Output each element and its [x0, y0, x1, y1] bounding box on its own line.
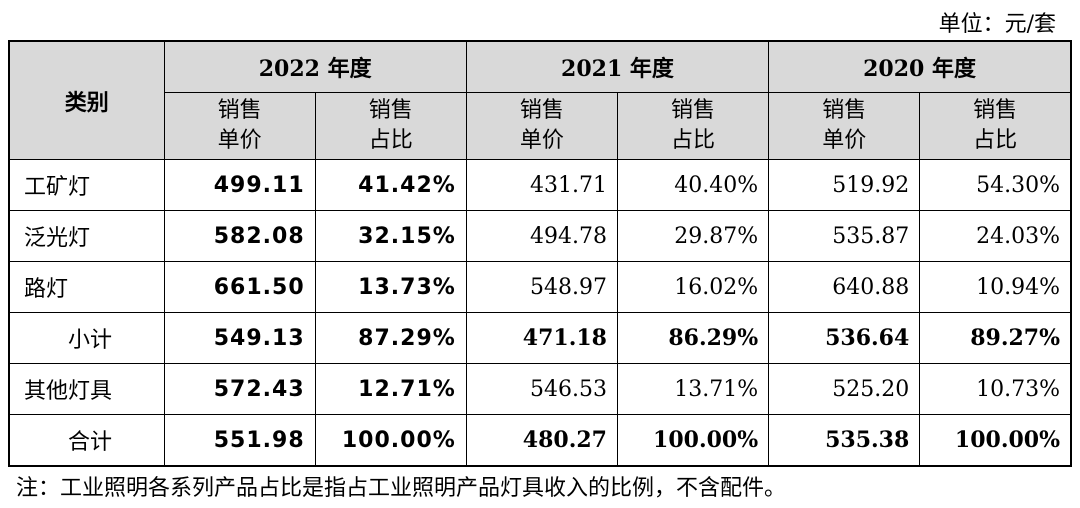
cell: 10.73%	[919, 363, 1072, 415]
cell: 535.38	[768, 414, 921, 467]
subheader: 销售 单价	[768, 92, 921, 160]
cell: 535.87	[768, 210, 921, 262]
cell: 87.29%	[314, 312, 467, 364]
cell: 41.42%	[314, 159, 467, 211]
cell: 24.03%	[919, 210, 1072, 262]
subheader-line: 占比	[368, 128, 413, 153]
cell: 13.73%	[314, 261, 467, 313]
data-row: 路灯 661.50 13.73% 548.97 16.02% 640.88 10.94%	[8, 261, 1072, 313]
subheader-line: 单价	[822, 128, 867, 153]
cell: 89.27%	[919, 312, 1072, 364]
cell: 640.88	[768, 261, 921, 313]
cell: 32.15%	[314, 210, 467, 262]
cell: 471.18	[465, 312, 618, 364]
subheader-line: 销售	[973, 98, 1018, 123]
subheader: 销售 单价	[465, 92, 618, 160]
cell: 519.92	[768, 159, 921, 211]
subheader-line: 单价	[217, 128, 262, 153]
cell: 100.00%	[616, 414, 770, 467]
row-label: 泛光灯	[8, 210, 165, 262]
cell: 100.00%	[314, 414, 467, 467]
subheader: 销售 占比	[616, 92, 770, 160]
cell: 549.13	[163, 312, 316, 364]
subheader-line: 销售	[822, 98, 867, 123]
cell: 13.71%	[616, 363, 770, 415]
subheader: 销售 单价	[163, 92, 316, 160]
cell: 29.87%	[616, 210, 770, 262]
subheader-line: 销售	[671, 98, 716, 123]
cell: 431.71	[465, 159, 618, 211]
cell: 582.08	[163, 210, 316, 262]
data-row: 工矿灯 499.11 41.42% 431.71 40.40% 519.92 54.30%	[8, 159, 1072, 211]
cell: 494.78	[465, 210, 618, 262]
year-header: 2020 年度	[768, 40, 1072, 93]
subheader-line: 单价	[519, 128, 564, 153]
subheader-line: 销售	[217, 98, 262, 123]
cell: 548.97	[465, 261, 618, 313]
header-row: 类别 2022 年度 2021 年度 2020 年度	[8, 40, 1072, 160]
data-row: 合计 551.98 100.00% 480.27 100.00% 535.38 100.00…	[8, 414, 1072, 467]
row-label: 其他灯具	[8, 363, 165, 415]
cell: 10.94%	[919, 261, 1072, 313]
subheader-line: 销售	[519, 98, 564, 123]
subheader: 销售 占比	[919, 92, 1072, 160]
cell: 100.00%	[919, 414, 1072, 467]
cell: 54.30%	[919, 159, 1072, 211]
data-row: 小计 549.13 87.29% 471.18 86.29% 536.64 89.27%	[8, 312, 1072, 364]
data-row: 泛光灯 582.08 32.15% 494.78 29.87% 535.87 24.03%	[8, 210, 1072, 262]
subheader-line: 占比	[671, 128, 716, 153]
cell: 16.02%	[616, 261, 770, 313]
cell: 572.43	[163, 363, 316, 415]
row-label: 路灯	[8, 261, 165, 313]
cell: 661.50	[163, 261, 316, 313]
subheader-row: 销售 单价 销售 占比 销售 单价 销售 占比 销售 单价 销售 占比	[9, 92, 1072, 160]
row-label: 工矿灯	[8, 159, 165, 211]
year-header: 2021 年度	[465, 40, 770, 93]
cell: 551.98	[163, 414, 316, 467]
cell: 525.20	[768, 363, 921, 415]
subheader-line: 销售	[368, 98, 413, 123]
cell: 40.40%	[616, 159, 770, 211]
row-label: 小计	[8, 312, 165, 364]
price-table: 类别 2022 年度 2021 年度 2020 年度 销售 单价 销售 占比 销售 单价 销售占…	[8, 40, 1072, 467]
cell: 86.29%	[616, 312, 770, 364]
unit-label: 单位：元/套	[938, 12, 1056, 37]
cell: 480.27	[465, 414, 618, 467]
category-header: 类别	[8, 40, 165, 160]
cell: 546.53	[465, 363, 618, 415]
cell: 499.11	[163, 159, 316, 211]
cell: 12.71%	[314, 363, 467, 415]
cell: 536.64	[768, 312, 921, 364]
subheader-line: 占比	[973, 128, 1018, 153]
note: 注：工业照明各系列产品占比是指占工业照明产品灯具收入的比例，不含配件。	[16, 476, 787, 501]
row-label: 合计	[8, 414, 165, 467]
year-header: 2022 年度	[163, 40, 467, 93]
data-row: 其他灯具 572.43 12.71% 546.53 13.71% 525.20 10.73%	[8, 363, 1072, 415]
subheader: 销售 占比	[314, 92, 467, 160]
